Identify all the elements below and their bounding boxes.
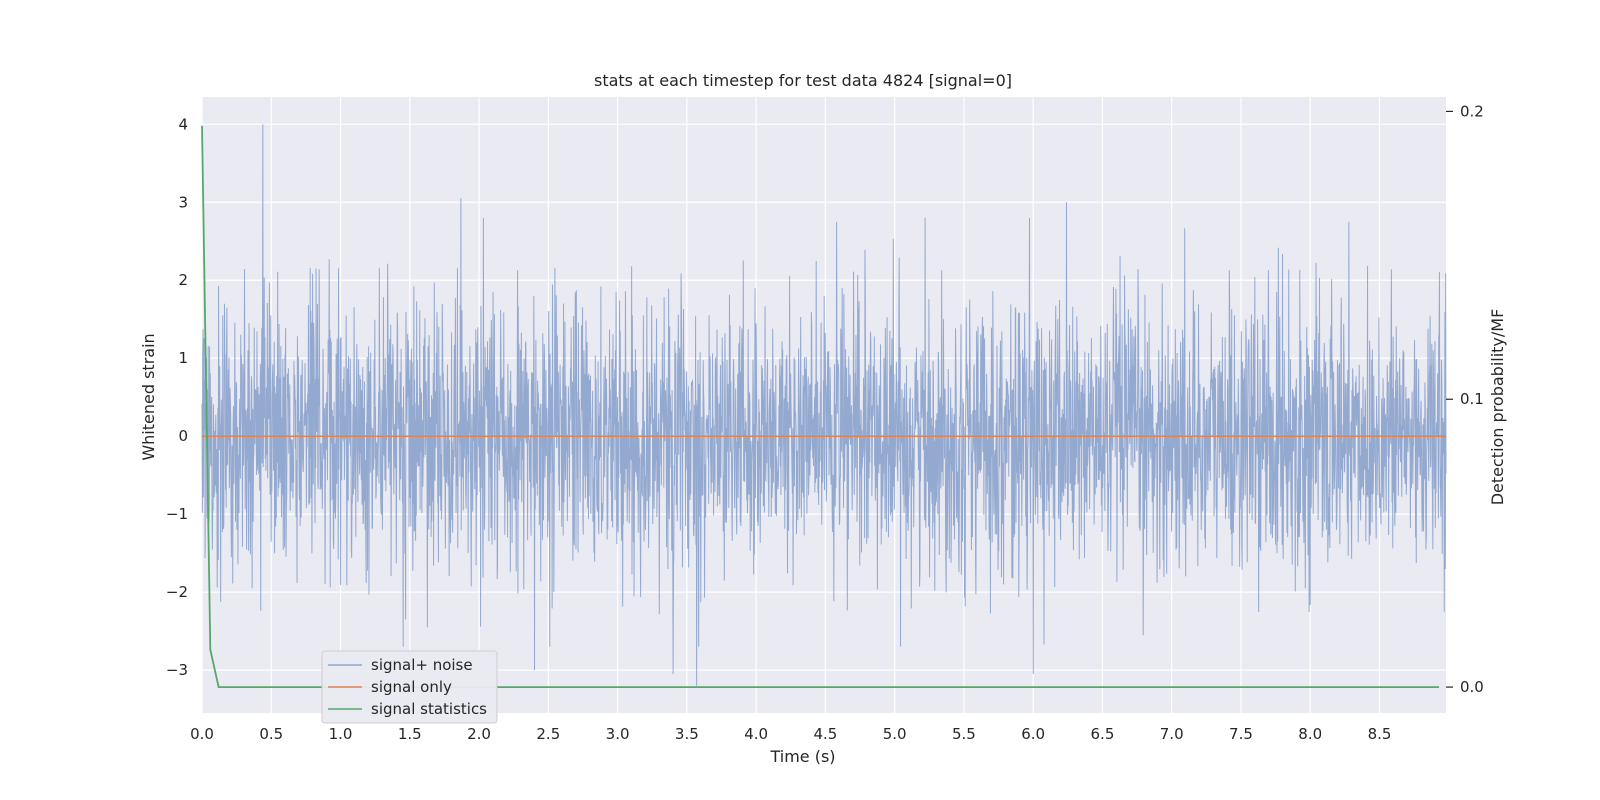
x-axis: 0.0 0.5 1.0 1.5 2.0 2.5 3.0 3.5 4.0 4.5 5.0 5.5 6.0 6… [190,725,1391,743]
x-tick-label: 1.0 [329,725,353,743]
x-tick-label: 8.5 [1368,725,1392,743]
x-tick-label: 0.5 [259,725,283,743]
chart-title: stats at each timestep for test data 482… [594,71,1012,90]
legend: signal+ noise signal only signal statist… [321,650,498,724]
y2-tick-label: 0.1 [1460,390,1484,408]
y-axis-title: Whitened strain [139,333,158,460]
y-tick-label: 3 [178,193,188,211]
y2-tick-label: 0.2 [1460,102,1484,120]
legend-box [321,650,498,724]
x-axis-title: Time (s) [769,747,835,766]
signal-noise-series [201,124,1447,686]
x-tick-label: 5.0 [883,725,907,743]
x-tick-label: 4.0 [744,725,768,743]
x-tick-label: 8.0 [1298,725,1322,743]
y-tick-label: −1 [166,505,188,523]
x-tick-label: 6.0 [1021,725,1045,743]
y-tick-label: 0 [178,427,188,445]
signal-noise-line [201,124,1447,686]
y-axis-left: 4 3 2 1 0 −1 −2 −3 [166,115,188,679]
x-tick-label: 2.5 [536,725,560,743]
legend-label-signal-statistics: signal statistics [371,700,487,718]
y-tick-label: 2 [178,271,188,289]
x-tick-label: 0.0 [190,725,214,743]
x-tick-label: 4.5 [813,725,837,743]
x-tick-label: 3.0 [606,725,630,743]
y-axis-right: 0.2 0.1 0.0 [1446,102,1484,696]
x-tick-label: 7.5 [1229,725,1253,743]
y-tick-label: 4 [178,115,188,133]
x-tick-label: 1.5 [398,725,422,743]
signal-statistics-series [201,125,1440,688]
y-tick-label: −3 [166,661,188,679]
x-tick-label: 5.5 [952,725,976,743]
x-tick-label: 6.5 [1091,725,1115,743]
y2-tick-label: 0.0 [1460,678,1484,696]
signal-statistics-line [201,125,1440,688]
x-tick-label: 3.5 [675,725,699,743]
x-tick-label: 2.0 [467,725,491,743]
legend-label-signal-only: signal only [371,678,452,696]
legend-label-signal-noise: signal+ noise [371,656,473,674]
y-tick-label: −2 [166,583,188,601]
y2-axis-title: Detection probability/MF [1488,309,1507,506]
y-tick-label: 1 [178,349,188,367]
x-tick-label: 7.0 [1160,725,1184,743]
